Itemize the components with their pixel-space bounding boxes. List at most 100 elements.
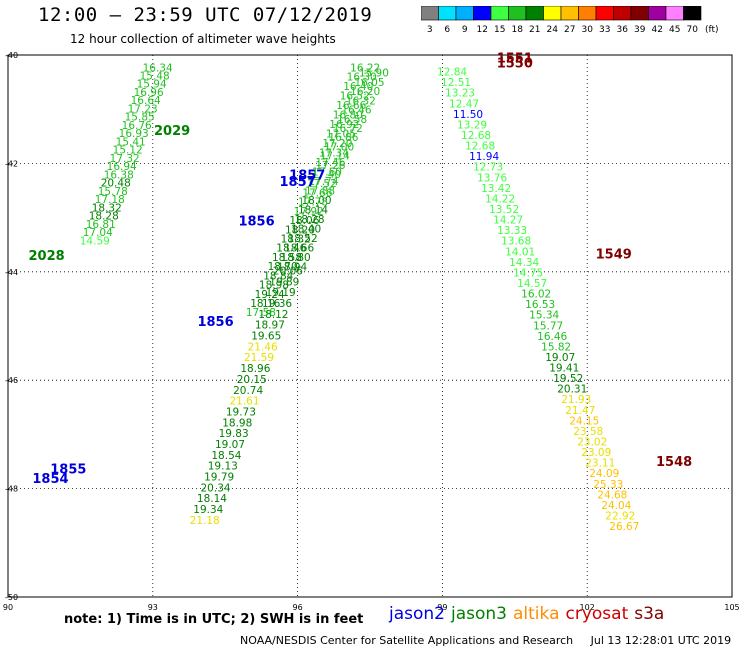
- lat-tick-label: -42: [5, 159, 18, 168]
- scale-label: 39: [634, 25, 646, 35]
- swh-value: 21.61: [229, 396, 259, 408]
- axis-tick-labels: 90 93 96 99 102 105 -40 -42 -44 -46 -48 -50: [3, 51, 740, 612]
- swh-value: 16.05: [354, 77, 384, 89]
- swh-value: 23.09: [581, 447, 611, 459]
- swh-value: 18.52: [288, 233, 318, 245]
- swh-value: 16.32: [346, 95, 376, 107]
- swh-value: 19.24: [255, 289, 285, 301]
- scale-label: 6: [444, 25, 450, 35]
- legend-jason2: jason2: [389, 604, 445, 624]
- swh-value: 18.54: [211, 450, 241, 462]
- swh-value: 18.20: [285, 224, 315, 236]
- swh-value: 15.41: [116, 136, 146, 148]
- swh-value: 18.32: [281, 234, 311, 246]
- footer: NOAA/NESDIS Center for Satellite Applica…: [240, 634, 731, 647]
- swh-value: 24.15: [569, 415, 599, 427]
- swh-value: 18.40: [291, 224, 321, 236]
- satellite-legend: jason2 jason3 altika cryosat s3a: [389, 604, 670, 624]
- swh-value: 18.97: [255, 320, 285, 332]
- swh-value: 17.92: [294, 206, 324, 218]
- pass-number-label: 1548: [656, 455, 692, 470]
- swh-value: 18.98: [259, 280, 289, 292]
- swh-value: 16.30: [347, 72, 377, 84]
- swh-value: 24.68: [597, 489, 627, 501]
- swh-value: 19.07: [215, 439, 245, 451]
- scale-label: 18: [512, 25, 524, 35]
- swh-value: 13.52: [489, 204, 519, 216]
- footer-timestamp: Jul 13 12:28:01 UTC 2019: [590, 634, 732, 647]
- swh-value: 18.96: [240, 363, 270, 375]
- swh-value: 18.06: [289, 215, 319, 227]
- swh-value: 18.84: [263, 270, 293, 282]
- swh-value: 18.12: [258, 309, 288, 321]
- swh-value: 17.88: [305, 186, 335, 198]
- swh-value: 17.78: [298, 197, 328, 209]
- swh-value: 17.04: [83, 227, 113, 239]
- wave-height-observations: 16.3415.4815.9416.9616.6417.2315.8516.76…: [80, 62, 640, 533]
- swh-value: 14.34: [509, 257, 539, 269]
- swh-value: 15.78: [98, 186, 128, 198]
- lat-tick-label: -40: [5, 51, 18, 60]
- swh-value: 15.12: [113, 145, 143, 157]
- swh-value: 12.47: [449, 98, 479, 110]
- swh-value: 15.77: [533, 320, 563, 332]
- swh-value: 18.94: [277, 261, 307, 273]
- swh-value: 18.66: [284, 242, 314, 254]
- swh-value: 17.46: [315, 157, 345, 169]
- scale-label: 45: [669, 25, 680, 35]
- swh-value: 18.98: [222, 417, 252, 429]
- swh-value: 16.81: [86, 219, 116, 231]
- swh-value: 13.29: [457, 119, 487, 131]
- swh-value: 21.46: [248, 341, 278, 353]
- scale-swatch: [683, 6, 702, 21]
- swh-value: 16.93: [119, 128, 149, 140]
- swh-value: 26.67: [609, 521, 639, 533]
- swh-value: 20.06: [273, 266, 303, 278]
- pass-number-label: 2029: [154, 124, 190, 139]
- swh-value: 23.58: [573, 426, 603, 438]
- swh-value: 15.82: [541, 341, 571, 353]
- scale-label: 70: [687, 25, 699, 35]
- scale-label: 27: [564, 25, 575, 35]
- lon-tick-label: 96: [293, 603, 303, 612]
- swh-value: 17.74: [308, 176, 338, 188]
- legend-s3a: s3a: [634, 604, 665, 624]
- pass-number-label: 1857: [280, 175, 316, 190]
- swh-value: 12.73: [473, 162, 503, 174]
- page-subtitle: 12 hour collection of altimeter wave hei…: [70, 32, 336, 46]
- swh-value: 17.18: [95, 194, 125, 206]
- wave-height-color-scale: 3 6 9 12 15 18 21 24 27 30 33 36 39 42 45 70 (ft): [421, 6, 719, 35]
- swh-value: 19.73: [226, 406, 256, 418]
- swh-value: 18.80: [281, 252, 311, 264]
- swh-value: 14.01: [505, 246, 535, 258]
- swh-value: 16.46: [537, 331, 567, 343]
- swh-value: 20.15: [237, 374, 267, 386]
- swh-value: 16.22: [350, 62, 380, 74]
- scale-label: 9: [462, 25, 468, 35]
- swh-value: 18.58: [272, 252, 302, 264]
- swh-value: 18.16: [250, 298, 280, 310]
- swh-value: 15.90: [359, 68, 389, 80]
- swh-value: 16.20: [350, 86, 380, 98]
- swh-value: 14.75: [513, 267, 543, 279]
- swh-value: 16.53: [525, 299, 555, 311]
- pass-number-label: 1856: [238, 215, 274, 230]
- scale-label: 24: [547, 25, 559, 35]
- swh-value: 12.84: [437, 67, 467, 79]
- swh-value: 11.94: [469, 151, 499, 163]
- swh-value: 17.34: [319, 148, 349, 160]
- swh-value: 17.00: [324, 141, 354, 153]
- swh-value: 12.51: [441, 77, 471, 89]
- swh-value: 19.13: [208, 461, 238, 473]
- lon-tick-label: 102: [580, 603, 595, 612]
- pass-number-label: 1856: [197, 315, 233, 330]
- swh-value: 17.60: [312, 167, 342, 179]
- swh-value: 21.18: [190, 515, 220, 527]
- scale-label: 42: [652, 25, 663, 35]
- swh-value: 19.41: [549, 363, 579, 375]
- swh-value: 17.52: [307, 178, 337, 190]
- swh-value: 16.64: [131, 95, 161, 107]
- swh-value: 16.80: [333, 110, 363, 122]
- swh-value: 15.48: [140, 70, 170, 82]
- swh-value: 19.83: [219, 428, 249, 440]
